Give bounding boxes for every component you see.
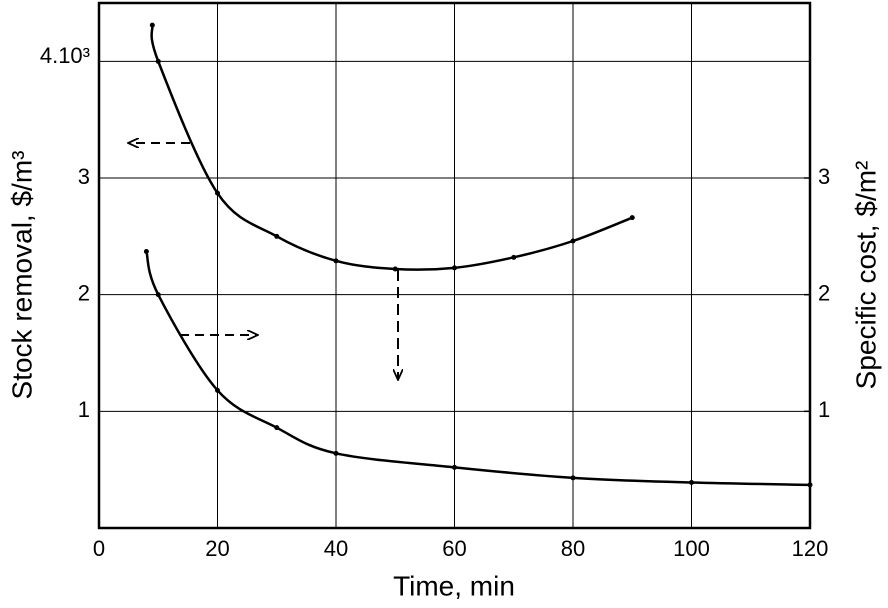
y2-axis-title: Specific cost, $/m² <box>850 161 881 390</box>
y2-tick-label: 1 <box>818 397 830 422</box>
data-point <box>629 215 635 221</box>
y-axis-title: Stock removal, $/m³ <box>6 151 37 400</box>
data-point <box>274 425 280 431</box>
x-tick-label: 20 <box>205 536 229 561</box>
y-tick-label: 3 <box>78 164 90 189</box>
data-point <box>452 464 457 470</box>
data-point <box>143 249 149 254</box>
data-point <box>570 475 576 481</box>
x-tick-label: 100 <box>673 536 710 561</box>
data-point <box>511 254 517 260</box>
data-point <box>570 238 576 244</box>
curve <box>145 251 811 487</box>
x-tick-label: 80 <box>561 536 585 561</box>
y2-tick-label: 3 <box>818 164 830 189</box>
data-point <box>274 233 280 239</box>
y2-tick-label: 2 <box>818 280 830 305</box>
curve <box>150 24 633 271</box>
x-tick-label: 0 <box>93 536 105 561</box>
y-tick-label: 2 <box>78 280 90 305</box>
data-point <box>452 265 457 271</box>
y-tick-label: 1 <box>78 397 90 422</box>
data-point <box>392 266 398 272</box>
data-point <box>215 190 220 196</box>
data-point <box>155 292 161 298</box>
y-tick-label: 4.10³ <box>40 43 90 68</box>
x-axis-title: Time, min <box>393 570 515 601</box>
x-tick-label: 40 <box>324 536 348 561</box>
plot-frame <box>97 1 812 530</box>
data-point <box>333 258 339 264</box>
x-tick-label: 120 <box>792 536 829 561</box>
x-tick-label: 60 <box>442 536 466 561</box>
data-point <box>215 387 220 393</box>
data-point <box>807 482 813 488</box>
data-point <box>149 22 155 28</box>
data-point <box>333 450 339 456</box>
data-point <box>689 480 694 485</box>
data-point <box>155 58 161 64</box>
